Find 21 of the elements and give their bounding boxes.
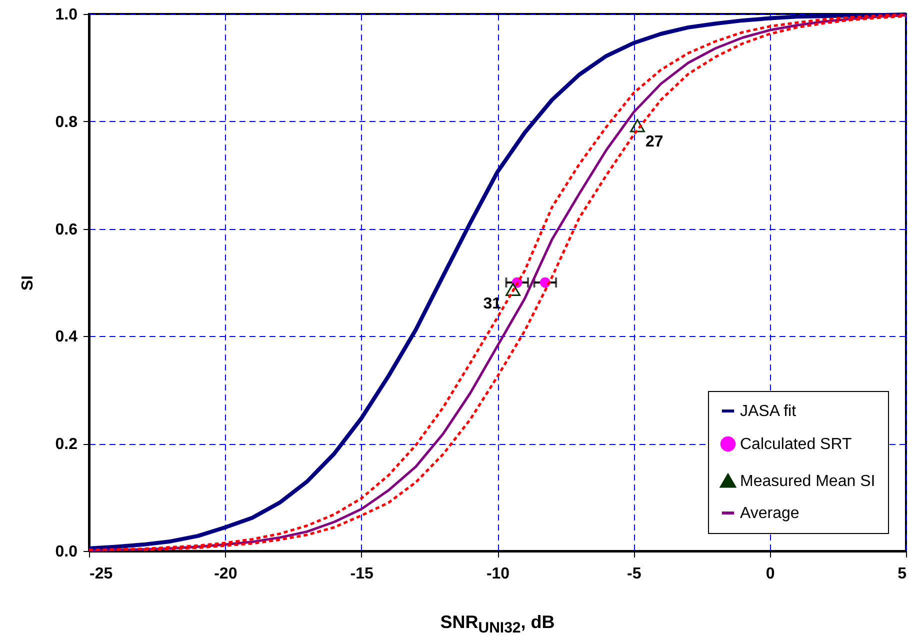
x-tick-label: -10 (486, 566, 510, 582)
x-tick-label: -25 (90, 566, 113, 582)
y-axis-title: SI (19, 275, 36, 291)
y-tick-label: 0.0 (55, 544, 78, 560)
y-tick-label: 1.0 (55, 6, 78, 24)
annotation: 27 (645, 134, 664, 151)
x-tick-label: 0 (766, 566, 775, 582)
legend-label: Calculated SRT (740, 436, 852, 453)
y-tick-label: 0.2 (55, 436, 78, 454)
x-tick-label: -20 (214, 566, 238, 582)
x-tick-label: -15 (350, 566, 374, 582)
x-tick-label: 5 (898, 566, 907, 582)
y-tick-label: 0.6 (55, 221, 78, 238)
legend-label: Measured Mean SI (740, 473, 876, 490)
legend-label: JASA fit (740, 403, 797, 420)
y-tick-label: 0.8 (55, 114, 78, 131)
legend-label: Average (740, 505, 800, 522)
y-tick-label: 0.4 (55, 328, 78, 346)
annotation: 31 (483, 295, 502, 312)
x-axis-title: SNR$_{UNI32}$, dB (439, 612, 556, 637)
x-tick-label: -5 (627, 566, 642, 582)
